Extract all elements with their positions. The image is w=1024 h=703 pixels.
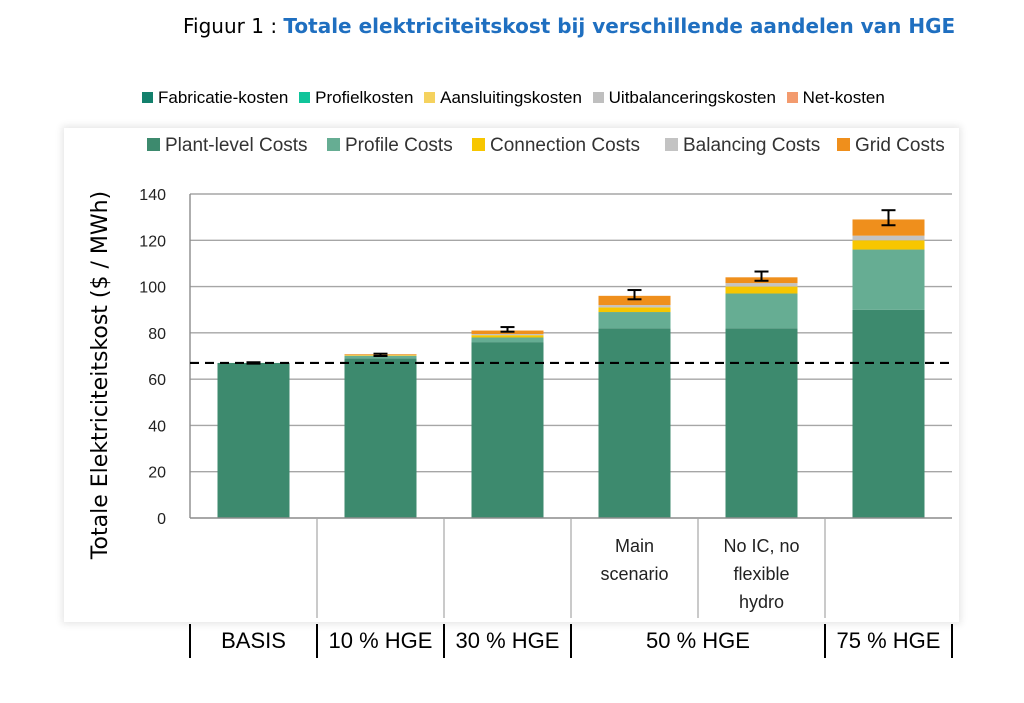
dutch-legend: Fabricatie-kosten Profielkosten Aansluit… <box>142 88 891 108</box>
legend-swatch <box>786 92 798 103</box>
y-tick-label: 20 <box>148 465 166 482</box>
legend-label: Profielkosten <box>315 88 414 107</box>
dutch-legend-item: Uitbalanceringskosten <box>592 88 776 108</box>
bar-segment <box>217 362 290 518</box>
sub-category-label: hydro <box>739 592 784 612</box>
y-axis-label: Totale Elektriciteitskost ($ / MWh) <box>88 191 113 560</box>
figure-title-text: Totale elektriciteitskost bij verschille… <box>283 14 956 38</box>
legend-label: Aansluitingskosten <box>440 88 582 107</box>
bar-segment <box>852 235 925 241</box>
legend-label: Profile Costs <box>345 135 453 156</box>
legend-label: Plant-level Costs <box>165 135 308 156</box>
y-tick-label: 120 <box>139 233 166 250</box>
sub-category-label: flexible <box>733 564 789 584</box>
bar-segment <box>725 293 798 329</box>
bar-segment <box>344 358 417 518</box>
bar-segment <box>598 305 671 308</box>
sub-category-label: Main <box>615 536 654 556</box>
legend-label: Net-kosten <box>802 88 885 107</box>
y-tick-label: 140 <box>139 187 166 204</box>
figure-title: Figuur 1 : Totale elektriciteitskost bij… <box>183 14 955 38</box>
bar-segment <box>471 335 544 338</box>
legend-swatch <box>424 92 436 103</box>
y-tick-label: 0 <box>157 511 166 528</box>
dutch-legend-item: Net-kosten <box>786 88 885 108</box>
group-label: 10 % HGE <box>329 628 433 653</box>
legend-swatch <box>837 138 850 151</box>
legend-label: Fabricatie-kosten <box>158 88 289 107</box>
group-label: BASIS <box>221 628 286 653</box>
figure-prefix: Figuur 1 : <box>183 14 284 38</box>
bar-segment <box>852 240 925 250</box>
bar-segment <box>344 356 417 359</box>
sub-category-label: No IC, no <box>723 536 799 556</box>
sub-category-label: scenario <box>600 564 668 584</box>
bar-segment <box>598 295 671 306</box>
bar-segment <box>852 309 925 518</box>
group-label: 50 % HGE <box>646 628 750 653</box>
y-tick-label: 60 <box>148 372 166 389</box>
bar-segment <box>852 249 925 310</box>
dutch-legend-item: Aansluitingskosten <box>424 88 582 108</box>
bar-segment <box>725 283 798 287</box>
y-tick-label: 40 <box>148 418 166 435</box>
legend-swatch <box>327 138 340 151</box>
legend-swatch <box>665 138 678 151</box>
bar-segment <box>598 312 671 329</box>
legend-swatch <box>592 92 604 103</box>
legend-label: Uitbalanceringskosten <box>608 88 776 107</box>
legend-swatch <box>472 138 485 151</box>
dutch-legend-item: Fabricatie-kosten <box>142 88 288 108</box>
legend-label: Connection Costs <box>490 135 640 156</box>
y-tick-label: 100 <box>139 280 166 297</box>
legend-swatch <box>142 92 153 103</box>
bar-segment <box>598 328 671 518</box>
bar-segment <box>471 337 544 343</box>
legend-label: Balancing Costs <box>683 135 820 156</box>
bar-segment <box>471 334 544 336</box>
bar-segment <box>725 286 798 294</box>
bar-segment <box>725 328 798 518</box>
legend-swatch <box>299 92 311 103</box>
legend-swatch <box>147 138 160 151</box>
bar-segment <box>852 219 925 236</box>
bar-segment <box>598 307 671 313</box>
dutch-legend-item: Profielkosten <box>299 88 413 108</box>
group-label: 30 % HGE <box>456 628 560 653</box>
group-label: 75 % HGE <box>837 628 941 653</box>
bar-segment <box>471 342 544 518</box>
legend-label: Grid Costs <box>855 135 945 156</box>
y-tick-label: 80 <box>148 326 166 343</box>
